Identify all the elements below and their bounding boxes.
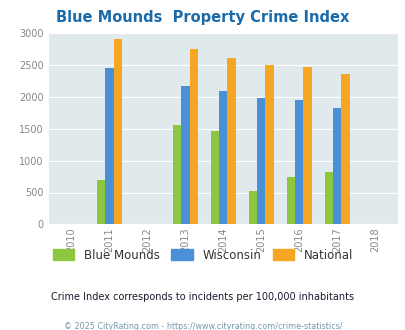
Bar bbox=[97, 180, 105, 224]
Bar bbox=[219, 91, 227, 224]
Bar bbox=[341, 74, 349, 224]
Text: Blue Mounds  Property Crime Index: Blue Mounds Property Crime Index bbox=[56, 10, 349, 25]
Text: © 2025 CityRating.com - https://www.cityrating.com/crime-statistics/: © 2025 CityRating.com - https://www.city… bbox=[64, 322, 341, 330]
Bar bbox=[248, 191, 256, 224]
Bar bbox=[332, 108, 341, 224]
Bar bbox=[210, 131, 219, 224]
Bar bbox=[286, 177, 294, 224]
Bar bbox=[181, 86, 189, 224]
Bar bbox=[227, 58, 235, 224]
Bar bbox=[303, 67, 311, 224]
Bar bbox=[105, 68, 113, 224]
Bar bbox=[256, 98, 265, 224]
Bar bbox=[294, 100, 303, 224]
Bar bbox=[113, 39, 121, 224]
Text: Crime Index corresponds to incidents per 100,000 inhabitants: Crime Index corresponds to incidents per… bbox=[51, 292, 354, 302]
Bar bbox=[265, 65, 273, 224]
Bar bbox=[173, 125, 181, 224]
Bar bbox=[324, 172, 332, 224]
Legend: Blue Mounds, Wisconsin, National: Blue Mounds, Wisconsin, National bbox=[48, 244, 357, 266]
Bar bbox=[189, 49, 197, 224]
